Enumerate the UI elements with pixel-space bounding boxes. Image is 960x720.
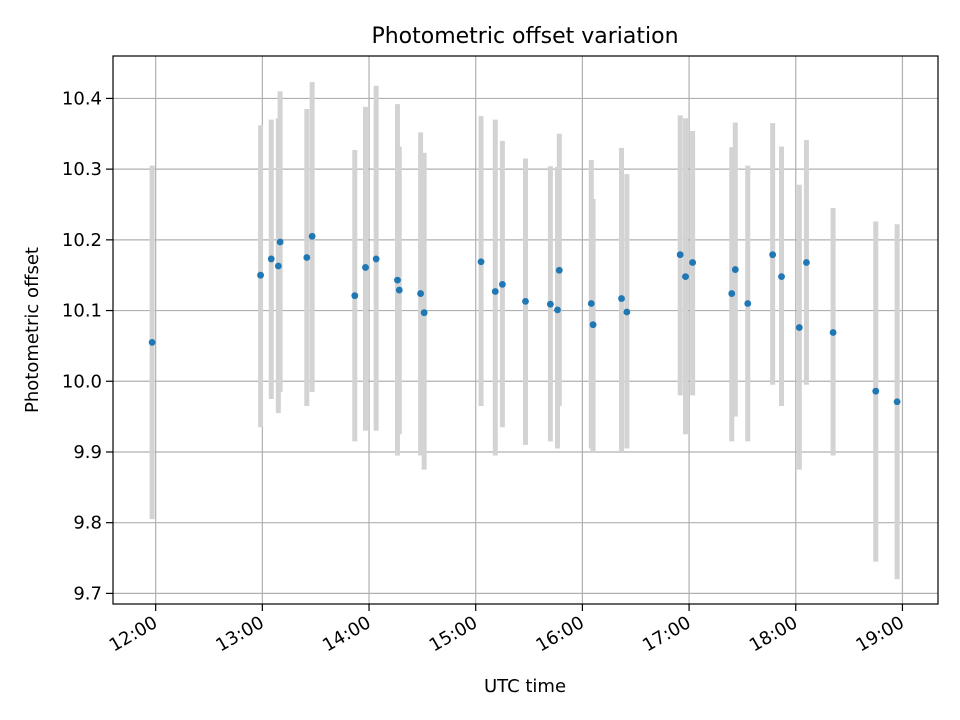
data-point: [148, 338, 156, 346]
data-point: [893, 398, 901, 406]
data-point: [728, 290, 736, 297]
data-point: [477, 258, 485, 266]
data-point: [276, 238, 284, 246]
data-point: [372, 255, 380, 263]
data-point: [682, 273, 689, 281]
data-point: [555, 266, 563, 274]
data-point: [257, 271, 264, 279]
data-point: [267, 255, 275, 263]
y-axis-label: Photometric offset: [22, 247, 43, 413]
plot-frame: [112, 55, 939, 605]
data-point: [417, 290, 424, 297]
data-point: [362, 264, 369, 271]
data-point: [803, 259, 810, 266]
y-tick-label: 9.8: [73, 513, 102, 534]
x-axis-label: UTC time: [484, 676, 566, 697]
data-point: [522, 297, 529, 305]
data-point: [394, 276, 401, 284]
data-point: [829, 329, 837, 336]
y-axis: 9.7 9.8 9.9 10.0 10.1 10.2 10.3 10.4: [62, 88, 113, 604]
y-tick-label: 9.9: [73, 442, 102, 463]
data-point: [546, 300, 554, 308]
data-point: [420, 309, 428, 317]
data-point: [689, 259, 697, 266]
data-points: [148, 232, 901, 406]
data-point: [744, 300, 752, 307]
chart-title: Photometric offset variation: [371, 24, 678, 49]
data-point: [498, 280, 506, 288]
data-point: [676, 251, 684, 259]
data-point: [395, 286, 403, 294]
data-point: [769, 251, 777, 259]
data-point: [491, 288, 499, 295]
y-tick-label: 10.2: [62, 230, 102, 251]
y-tick-label: 10.1: [62, 301, 102, 322]
data-point: [587, 300, 595, 307]
y-tick-label: 10.4: [62, 88, 102, 109]
data-point: [795, 324, 803, 331]
data-point: [778, 273, 785, 281]
data-point: [351, 292, 359, 300]
data-point: [872, 387, 880, 395]
data-point: [623, 308, 631, 316]
y-tick-label: 10.0: [62, 371, 102, 392]
data-point: [589, 321, 597, 329]
data-point: [274, 262, 282, 270]
y-tick-label: 9.7: [73, 583, 102, 604]
data-point: [308, 232, 316, 240]
data-point: [731, 266, 739, 273]
data-point: [618, 295, 625, 302]
data-point: [303, 254, 311, 261]
y-tick-label: 10.3: [62, 159, 102, 180]
data-point: [554, 306, 561, 314]
